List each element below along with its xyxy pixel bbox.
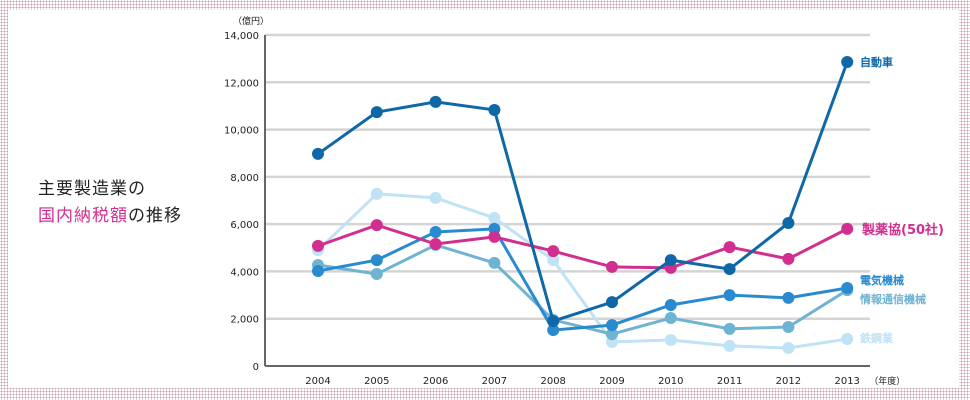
data-point (370, 187, 383, 200)
data-point (488, 230, 501, 243)
data-point (723, 241, 736, 254)
series-label: 鉄鋼業 (860, 331, 894, 345)
data-point (429, 191, 442, 204)
series-label: 自動車 (860, 55, 893, 69)
x-axis-unit: （年度） (869, 375, 905, 387)
x-tick-label: 2010 (658, 376, 683, 387)
data-point (723, 289, 736, 302)
data-point (370, 106, 383, 119)
data-point (606, 260, 618, 273)
data-point (312, 264, 324, 277)
data-point (370, 254, 383, 267)
title-line1: 主要製造業の (38, 179, 146, 199)
y-tick-label: 14,000 (224, 31, 259, 42)
series-line (317, 223, 848, 270)
data-point (841, 222, 854, 235)
data-point (782, 252, 795, 265)
y-tick-label: 12,000 (224, 78, 259, 89)
x-tick-label: 2004 (305, 376, 330, 387)
data-point (547, 315, 560, 328)
data-point (370, 219, 383, 232)
chart-title: 主要製造業の 国内納税額の推移 (38, 176, 182, 230)
data-point (782, 342, 795, 355)
series-line (317, 61, 849, 323)
data-point (606, 328, 618, 341)
x-tick-label: 2008 (540, 376, 565, 387)
chart-card (8, 10, 959, 388)
data-point (841, 281, 854, 294)
x-tick-label: 2005 (364, 376, 389, 387)
x-tick-label: 2009 (599, 376, 624, 387)
series-line (316, 192, 848, 350)
data-point (312, 147, 324, 160)
data-point (664, 333, 677, 346)
y-tick-label: 2,000 (230, 315, 259, 326)
data-point (723, 339, 736, 352)
data-point (841, 333, 854, 346)
title-rest: の推移 (128, 206, 182, 226)
y-tick-label: 8,000 (230, 173, 259, 184)
data-point (606, 296, 618, 309)
x-tick-label: 2006 (423, 376, 448, 387)
data-point (664, 254, 677, 267)
data-point (664, 312, 677, 325)
data-point (723, 322, 736, 335)
data-point (429, 238, 442, 251)
data-point (782, 291, 795, 304)
data-point (429, 95, 442, 108)
x-tick-label: 2007 (482, 376, 507, 387)
y-axis-unit: （億円） (233, 15, 269, 27)
y-tick-label: 6,000 (230, 220, 259, 231)
x-tick-label: 2012 (776, 376, 801, 387)
data-point (312, 239, 324, 252)
series-label: 情報通信機械 (860, 292, 926, 306)
data-point (841, 55, 854, 68)
data-point (429, 225, 442, 238)
y-tick-label: 0 (253, 362, 259, 373)
data-point (782, 216, 795, 229)
y-tick-label: 10,000 (224, 126, 259, 137)
series-label: 製薬協(50社) (861, 222, 944, 238)
x-tick-label: 2013 (834, 376, 859, 387)
data-point (547, 324, 560, 337)
data-point (488, 103, 501, 116)
y-tick-label: 4,000 (230, 267, 259, 278)
data-point (488, 211, 501, 224)
data-point (370, 268, 383, 281)
series-label: 電気機械 (860, 273, 904, 287)
data-point (664, 299, 677, 312)
title-highlight: 国内納税額 (38, 206, 128, 226)
data-point (547, 245, 560, 258)
x-tick-label: 2011 (717, 376, 742, 387)
data-point (547, 254, 560, 267)
data-point (723, 263, 736, 276)
series-line (317, 227, 848, 332)
data-point (782, 320, 795, 333)
data-point (488, 256, 501, 269)
data-point (606, 319, 618, 332)
